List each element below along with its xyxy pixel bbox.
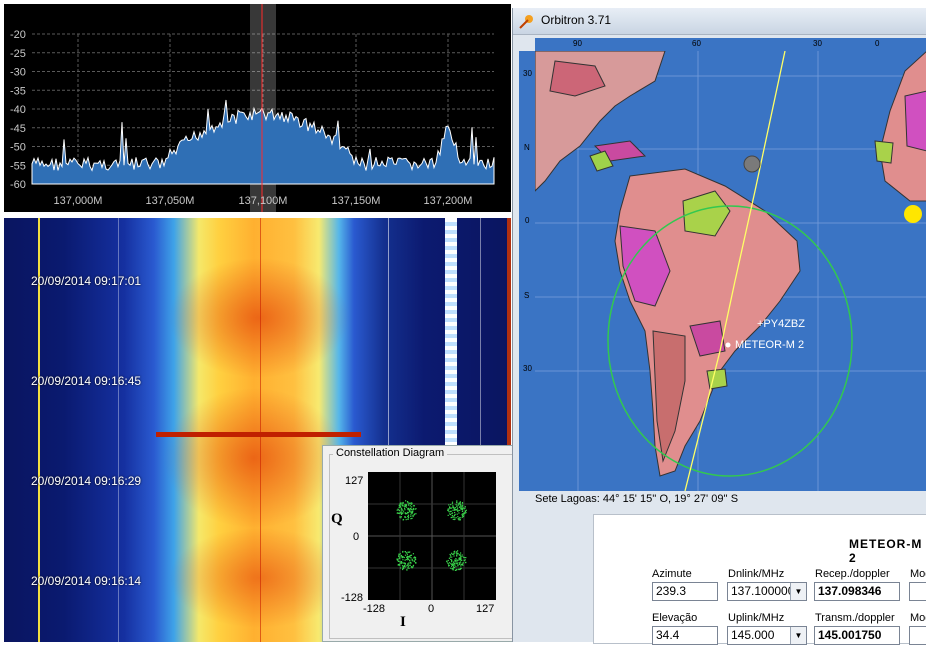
mode-label: Mod — [910, 612, 926, 624]
constellation-i-tick: 127 — [476, 603, 495, 615]
spectrum-x-tick: 137,100M — [239, 195, 288, 207]
constellation-i-tick: -128 — [363, 603, 386, 615]
spectrum-panel[interactable]: -20 -25 -30 -35 -40 -45 -50 -55 -60 137,000M 137,… — [4, 4, 511, 212]
uplink-label: Uplink/MHz — [728, 612, 785, 624]
mode-field[interactable] — [909, 626, 926, 645]
latitude-tick: 0 — [525, 216, 530, 225]
uplink-select[interactable]: 145.000 ▼ — [727, 626, 807, 645]
longitude-tick: 30 — [813, 39, 822, 48]
map-longitude-scale: 90 60 30 0 — [535, 38, 926, 51]
recep-doppler-label: Recep./doppler — [815, 568, 890, 580]
waterfall-timestamp: 20/09/2014 09:16:29 — [31, 474, 142, 488]
chevron-down-icon[interactable]: ▼ — [790, 583, 806, 600]
elevation-label: Elevação — [652, 612, 698, 624]
constellation-scatter — [368, 472, 496, 600]
mode-label: Mod — [910, 568, 926, 580]
recep-doppler-field[interactable]: 137.098346 — [814, 582, 900, 601]
waterfall-timestamp: 20/09/2014 09:16:45 — [31, 374, 142, 388]
waterfall-timestamp: 20/09/2014 09:16:14 — [31, 574, 142, 588]
satellite-name: METEOR-M 2 — [849, 537, 923, 565]
spectrum-plot: -20-25-30-35-40-45-50-55-60 137,000M 137,… — [10, 4, 495, 212]
longitude-tick: 90 — [573, 39, 582, 48]
satellite-label: METEOR-M 2 — [735, 339, 805, 351]
waterfall-interference-band — [156, 432, 361, 437]
spectrum-y-axis: -20 -25 -30 -35 -40 -45 -50 -55 -60 — [10, 29, 26, 191]
latitude-tick: 30 — [523, 364, 532, 373]
map-latitude-scale: 30 N 0 S 30 — [519, 51, 535, 491]
uplink-value: 145.000 — [731, 628, 775, 642]
waterfall-carrier-line — [118, 218, 119, 642]
spectrum-x-tick: 137,150M — [332, 195, 381, 207]
latitude-tick: S — [524, 291, 530, 300]
orbitron-app-icon — [519, 15, 533, 29]
longitude-tick: 0 — [875, 39, 880, 48]
longitude-tick: 60 — [692, 39, 701, 48]
spectrum-x-tick: 137,200M — [424, 195, 473, 207]
constellation-window[interactable]: Constellation Diagram Q I 127 0 -128 -12… — [322, 445, 520, 642]
world-map[interactable]: +PY4ZBZ METEOR-M 2 — [535, 51, 926, 491]
transm-doppler-label: Transm./doppler — [815, 612, 895, 624]
constellation-q-label: Q — [331, 511, 343, 527]
constellation-i-tick: 0 — [428, 603, 435, 615]
constellation-i-label: I — [400, 614, 406, 630]
spectrum-y-tick: -40 — [10, 104, 26, 116]
mode-field[interactable] — [909, 582, 926, 601]
spectrum-y-tick: -20 — [10, 29, 26, 41]
spectrum-x-axis: 137,000M 137,050M 137,100M 137,150M 137,200M — [54, 195, 473, 207]
constellation-plot — [368, 472, 496, 600]
spectrum-y-tick: -50 — [10, 142, 26, 154]
satellite-footprint — [607, 205, 853, 477]
waterfall-edge — [507, 218, 511, 642]
location-readout: Sete Lagoas: 44° 15' 15'' O, 19° 27' 09'… — [535, 493, 739, 505]
moon-icon — [743, 155, 761, 173]
constellation-q-tick: 127 — [345, 475, 364, 487]
spectrum-y-tick: -35 — [10, 85, 26, 97]
latitude-tick: N — [524, 143, 530, 152]
dnlink-label: Dnlink/MHz — [728, 568, 785, 580]
orbitron-window[interactable]: Orbitron 3.71 90 60 30 0 30 N 0 S 30 — [512, 8, 926, 645]
waterfall-carrier-line — [38, 218, 40, 642]
elevation-field[interactable]: 34.4 — [652, 626, 718, 645]
spectrum-y-tick: -55 — [10, 160, 26, 172]
azimuth-label: Azimute — [652, 568, 692, 580]
latitude-tick: 30 — [523, 69, 532, 78]
constellation-q-tick: 0 — [353, 531, 360, 543]
spectrum-y-tick: -25 — [10, 48, 26, 60]
waterfall-timestamp: 20/09/2014 09:17:01 — [31, 274, 142, 288]
satellite-ground-track — [684, 51, 786, 491]
dnlink-value: 137.100000 — [731, 584, 795, 598]
satellite-info-panel: METEOR-M 2 Azimute 239.3 Dnlink/MHz 137.… — [593, 514, 926, 645]
constellation-title: Constellation Diagram — [333, 447, 448, 459]
land-africa — [879, 51, 926, 202]
spectrum-y-tick: -30 — [10, 67, 26, 79]
satellite-marker — [725, 342, 731, 348]
spectrum-trace — [31, 99, 495, 185]
waterfall-center-line — [260, 218, 261, 642]
station-label: +PY4ZBZ — [757, 318, 805, 330]
waterfall-carrier-line — [388, 218, 389, 642]
constellation-q-tick: -128 — [341, 592, 364, 604]
spectrum-y-tick: -60 — [10, 179, 26, 191]
azimuth-field[interactable]: 239.3 — [652, 582, 718, 601]
spectrum-x-tick: 137,050M — [146, 195, 195, 207]
orbitron-titlebar[interactable]: Orbitron 3.71 — [513, 8, 926, 35]
sun-icon — [904, 205, 922, 223]
spectrum-x-tick: 137,000M — [54, 195, 103, 207]
waterfall-carrier-line — [480, 218, 481, 642]
chevron-down-icon[interactable]: ▼ — [790, 627, 806, 644]
orbitron-title: Orbitron 3.71 — [541, 13, 612, 27]
dnlink-select[interactable]: 137.100000 ▼ — [727, 582, 807, 601]
spectrum-y-tick: -45 — [10, 123, 26, 135]
world-map-canvas — [535, 51, 926, 491]
transm-doppler-field[interactable]: 145.001750 — [814, 626, 900, 645]
